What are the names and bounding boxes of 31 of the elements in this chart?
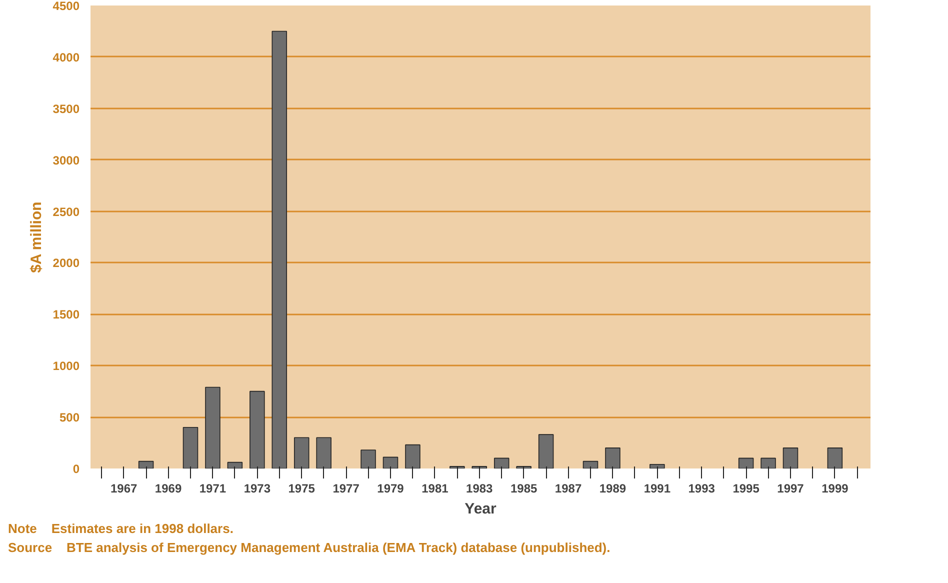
y-tick-label: 500 [59,410,80,425]
x-tick-label: 1991 [644,482,671,496]
x-tick-label: 1995 [732,482,760,496]
x-tick-label: 1987 [554,482,582,496]
y-tick-label: 2500 [52,204,80,219]
y-tick-label: 0 [72,462,80,476]
x-tick-label: 1999 [822,482,849,496]
x-tick-label: 1983 [466,482,494,496]
x-tick-label: 1977 [332,482,360,496]
x-tick-label: 1993 [688,482,716,496]
x-tick-label: 1975 [288,482,316,496]
source-note: Source BTE analysis of Emergency Management Australia (EMA Track) database (unpublished). [8,538,610,557]
y-tick-label: 3000 [52,153,80,168]
y-tick-label: 3500 [52,102,80,116]
x-tick-label: 1971 [199,482,226,496]
x-tick-label: 1979 [377,482,404,496]
text: Note Estimates are in 1998 dollars. [8,520,234,538]
y-tick-label: 4500 [52,0,80,13]
y-tick-label: 2000 [52,256,80,270]
x-tick-label: 1969 [154,482,182,496]
x-tick-label: 1997 [777,482,804,496]
y-axis-title: $A million [28,202,45,273]
y-tick-label: 4000 [52,50,80,64]
x-tick-label: 1967 [110,482,138,496]
y-tick-label: 1000 [52,359,80,374]
x-tick-label: 1989 [599,482,626,496]
y-tick-label: 1500 [52,308,80,322]
x-tick-label: 1981 [422,482,449,496]
x-tick-label: 1973 [244,482,271,496]
x-tick-label: 1985 [510,482,538,496]
x-axis-title: Year [464,500,497,518]
